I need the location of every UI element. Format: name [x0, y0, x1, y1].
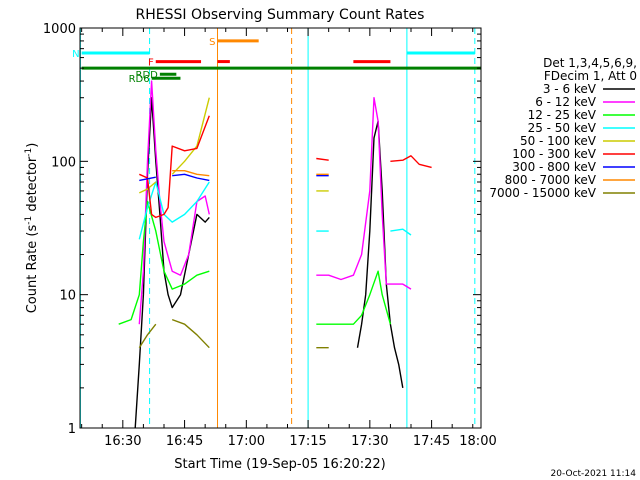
legend: Det 1,3,4,5,6,9, FDecim 1, Att 0 3 - 6 k…	[489, 56, 637, 200]
flag-label-0: N	[72, 49, 79, 60]
y-axis-label: Count Rate (s-1 detector-1)	[24, 143, 40, 314]
x-tick-label-6: 18:00	[459, 434, 496, 449]
flag-label-1: S	[209, 37, 215, 48]
legend-label-5: 100 - 300 keV	[512, 147, 596, 161]
legend-label-2: 12 - 25 keV	[528, 108, 597, 122]
axes: 1 10 100 1000 16:30 16:45 17:00 17:15 17:30 17:45…	[43, 22, 497, 449]
legend-label-3: 25 - 50 keV	[528, 121, 597, 135]
y-tick-label-1: 10	[59, 289, 76, 304]
x-tick-label-4: 17:30	[351, 434, 388, 449]
plot-frame	[79, 27, 482, 429]
flag-label-2: F	[148, 58, 154, 69]
x-tick-label-5: 17:45	[413, 434, 450, 449]
y-tick-label-3: 1000	[43, 22, 76, 37]
y-tick-label-2: 100	[51, 155, 76, 170]
legend-label-8: 7000 - 15000 keV	[489, 186, 596, 200]
legend-label-0: 3 - 6 keV	[543, 82, 597, 96]
flag-label-5: RD6	[129, 74, 150, 85]
legend-header-1: Det 1,3,4,5,6,9,	[543, 56, 637, 70]
legend-label-7: 800 - 7000 keV	[505, 173, 597, 187]
x-tick-label-3: 17:15	[289, 434, 326, 449]
chart-title: RHESSI Observing Summary Count Rates	[136, 7, 425, 23]
legend-label-1: 6 - 12 keV	[535, 95, 597, 109]
x-tick-label-0: 16:30	[104, 434, 141, 449]
flag-label-4: RDD	[136, 70, 159, 81]
legend-label-6: 300 - 800 keV	[512, 160, 596, 174]
legend-header-2: FDecim 1, Att 0	[544, 69, 637, 83]
x-tick-label-1: 16:45	[166, 434, 203, 449]
x-axis-label: Start Time (19-Sep-05 16:20:22)	[174, 457, 385, 472]
timestamp: 20-Oct-2021 11:14	[551, 469, 637, 479]
legend-label-4: 50 - 100 keV	[520, 134, 597, 148]
y-tick-label-0: 1	[68, 422, 76, 437]
x-tick-label-2: 17:00	[228, 434, 265, 449]
